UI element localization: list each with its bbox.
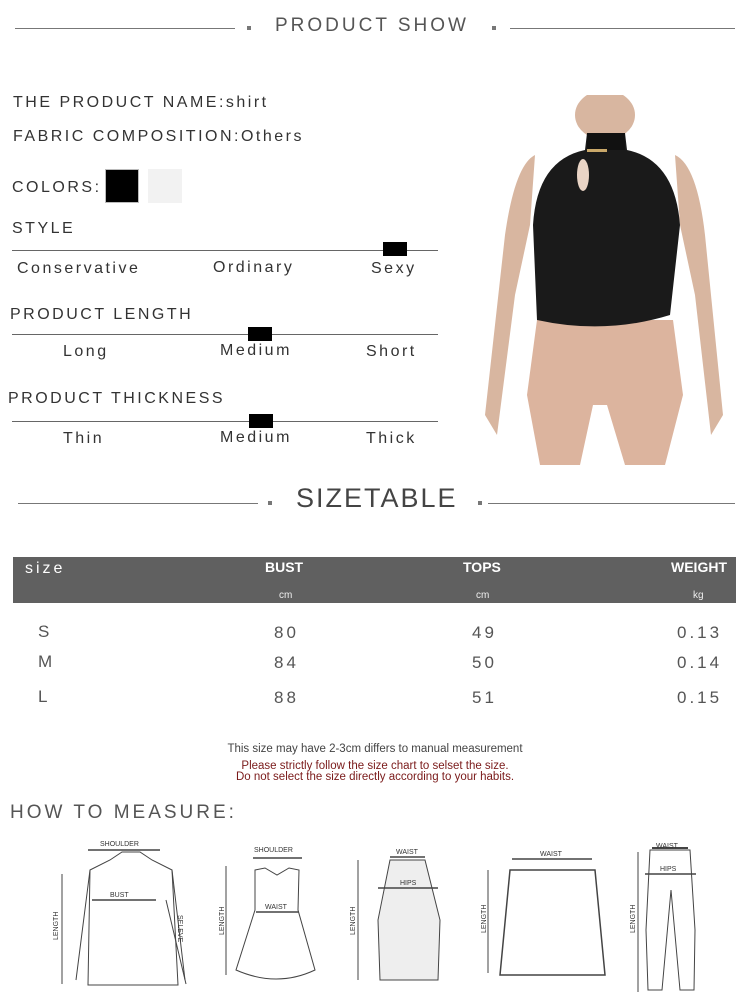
size-warning: Do not select the size directly accordin… (235, 771, 515, 783)
label-waist: WAIST (656, 843, 679, 850)
label-waist: WAIST (540, 851, 563, 858)
unit-bust: cm (279, 590, 293, 601)
divider (18, 503, 258, 504)
divider (15, 28, 235, 29)
label-length: LENGTH (350, 907, 357, 935)
divider (488, 503, 735, 504)
cell-weight: 0.15 (677, 688, 723, 707)
cell-bust: 84 (274, 653, 299, 672)
style-marker (383, 242, 407, 256)
thickness-option: Medium (220, 429, 292, 446)
style-option: Conservative (17, 260, 141, 277)
style-scale (12, 250, 438, 251)
cell-size: L (38, 687, 51, 706)
style-label: STYLE (12, 220, 76, 237)
thickness-option: Thick (366, 430, 417, 447)
label-length: LENGTH (481, 905, 488, 933)
label-hips: HIPS (660, 866, 677, 873)
thickness-marker (249, 414, 273, 428)
thickness-label: PRODUCT THICKNESS (8, 390, 226, 407)
section-title-product-show: PRODUCT SHOW (275, 15, 469, 36)
fabric-label: FABRIC COMPOSITION: (13, 128, 241, 145)
size-table-header (13, 557, 736, 603)
label-shoulder: SHOULDER (254, 847, 293, 854)
product-name: THE PRODUCT NAME:shirt (13, 94, 269, 112)
divider-dot (492, 26, 496, 30)
label-waist: WAIST (265, 904, 288, 911)
cell-weight: 0.13 (677, 623, 723, 642)
label-shoulder: SHOULDER (100, 841, 139, 848)
length-label: PRODUCT LENGTH (10, 306, 194, 323)
size-warning: Please strictly follow the size chart to… (241, 760, 509, 772)
divider-dot (247, 26, 251, 30)
how-to-measure-title: HOW TO MEASURE: (10, 802, 237, 823)
cell-tops: 50 (472, 653, 497, 672)
cell-weight: 0.14 (677, 653, 723, 672)
cell-size: M (38, 652, 56, 671)
label-bust: BUST (110, 892, 129, 899)
label-length: LENGTH (53, 912, 60, 940)
size-note: This size may have 2-3cm differs to manu… (227, 743, 523, 755)
length-option: Short (366, 343, 417, 360)
divider (510, 28, 735, 29)
product-photo (475, 95, 737, 465)
divider-dot (268, 501, 272, 505)
color-swatch-white[interactable] (148, 169, 182, 203)
cell-bust: 80 (274, 623, 299, 642)
measure-illustrations: SHOULDER BUST LENGTH SELEVE SHOULDER WAI… (53, 841, 696, 992)
style-option: Sexy (371, 260, 417, 277)
header-tops: TOPS (463, 559, 501, 575)
fabric-value: Others (240, 128, 304, 145)
fabric-composition: FABRIC COMPOSITION:Others (13, 128, 304, 146)
length-option: Long (63, 343, 109, 360)
style-option: Ordinary (213, 259, 295, 276)
unit-weight: kg (693, 590, 704, 601)
label-length: LENGTH (630, 905, 637, 933)
length-option: Medium (220, 342, 292, 359)
length-marker (248, 327, 272, 341)
header-weight: WEIGHT (671, 559, 727, 575)
thickness-scale (12, 421, 438, 422)
cell-bust: 88 (274, 688, 299, 707)
length-scale (12, 334, 438, 335)
product-name-label: THE PRODUCT NAME: (13, 94, 226, 111)
thickness-option: Thin (63, 430, 105, 447)
unit-tops: cm (476, 590, 490, 601)
colors-label: COLORS: (12, 179, 102, 196)
cell-size: S (38, 622, 53, 641)
divider-dot (478, 501, 482, 505)
label-sleeve: SELEVE (176, 915, 183, 943)
color-swatch-black[interactable] (105, 169, 139, 203)
label-hips: HIPS (400, 880, 417, 887)
section-title-sizetable: SIZETABLE (296, 483, 458, 513)
label-length: LENGTH (219, 907, 226, 935)
cell-tops: 49 (472, 623, 497, 642)
header-bust: BUST (265, 559, 304, 575)
product-name-value: shirt (225, 94, 269, 111)
header-size: size (25, 560, 66, 577)
label-waist: WAIST (396, 849, 419, 856)
cell-tops: 51 (472, 688, 497, 707)
